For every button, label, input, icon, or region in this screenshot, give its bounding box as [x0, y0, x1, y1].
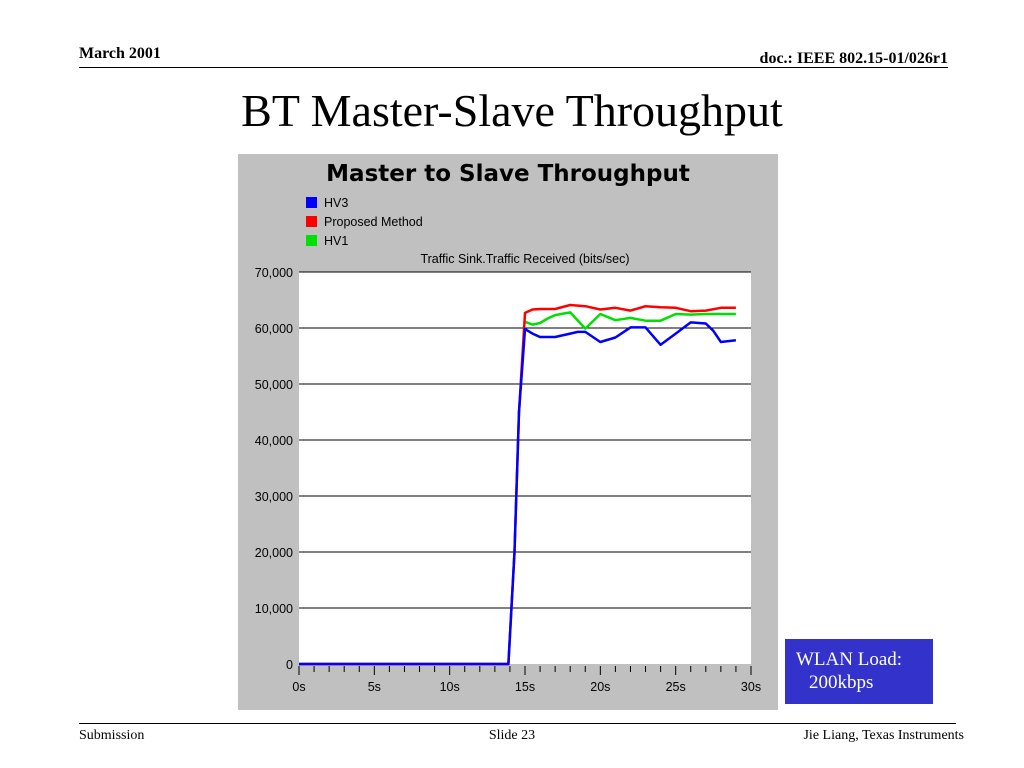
y-tick-label: 0 — [286, 658, 293, 672]
legend-swatch — [306, 235, 317, 246]
y-tick-label: 60,000 — [255, 322, 293, 336]
legend-label: HV3 — [324, 196, 348, 210]
y-tick-label: 20,000 — [255, 546, 293, 560]
header-divider — [79, 67, 948, 68]
header-doc-id: doc.: IEEE 802.15-01/026r1 — [759, 50, 948, 67]
chart-panel: Master to Slave Throughput HV3 Proposed M… — [238, 154, 778, 710]
x-tick-label: 30s — [741, 680, 761, 694]
y-axis-ticks: 0 10,000 20,000 30,000 40,000 50,000 60,000 70,… — [255, 266, 293, 672]
footer-slide-number: Slide 23 — [488, 728, 536, 743]
header-date: March 2001 — [79, 45, 161, 62]
y-axis-label: Traffic Sink.Traffic Received (bits/sec) — [420, 252, 629, 266]
legend-label: Proposed Method — [324, 215, 423, 229]
legend-label: HV1 — [324, 234, 348, 248]
y-tick-label: 40,000 — [255, 434, 293, 448]
y-tick-label: 10,000 — [255, 602, 293, 616]
throughput-chart: Master to Slave Throughput HV3 Proposed M… — [238, 154, 778, 710]
wlan-load-note: WLAN Load: 200kbps — [785, 639, 933, 704]
wlan-load-label: WLAN Load: — [796, 649, 903, 670]
y-tick-label: 30,000 — [255, 490, 293, 504]
series-line-hv3 — [299, 321, 737, 666]
x-tick-label: 10s — [440, 680, 460, 694]
footer-submission: Submission — [79, 728, 145, 743]
x-tick-label: 5s — [368, 680, 381, 694]
footer-author: Jie Liang, Texas Instruments — [803, 728, 964, 743]
x-tick-label: 20s — [590, 680, 610, 694]
y-tick-label: 50,000 — [255, 378, 293, 392]
chart-title: Master to Slave Throughput — [326, 161, 690, 187]
series-line-hv1 — [524, 311, 736, 330]
series-lines — [299, 303, 737, 666]
x-tick-label: 25s — [666, 680, 686, 694]
legend-swatch — [306, 197, 317, 208]
x-tick-label: 0s — [292, 680, 305, 694]
chart-legend: HV3 Proposed Method HV1 — [306, 196, 423, 248]
wlan-load-value: 200kbps — [809, 672, 874, 693]
x-axis-ticks: 0s 5s 10s 15s 20s 25s 30s — [292, 666, 761, 694]
legend-swatch — [306, 216, 317, 227]
slide-title: BT Master-Slave Throughput — [241, 85, 783, 136]
x-tick-label: 15s — [515, 680, 535, 694]
y-tick-label: 70,000 — [255, 266, 293, 280]
footer-divider — [79, 723, 956, 724]
